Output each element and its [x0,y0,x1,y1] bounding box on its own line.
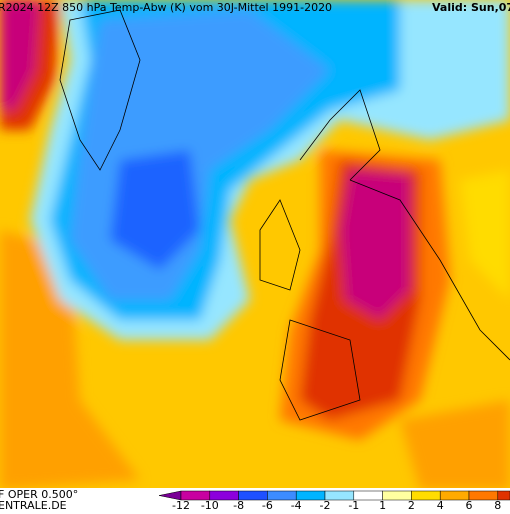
anomaly-field [0,0,510,490]
colorbar-label: -8 [233,499,244,510]
colorbar-label: -12 [172,499,190,510]
colorbar-label: 4 [437,499,444,510]
colorbar-label: -6 [262,499,273,510]
colorbar-label: 1 [379,499,386,510]
header-title: R2024 12Z 850 hPa Temp-Abw (K) vom 30J-M… [0,1,332,14]
footer-site: ENTRALE.DE [0,499,67,510]
colorbar-label: -4 [291,499,302,510]
colorbar-label: -10 [201,499,219,510]
colorbar-label: 8 [494,499,501,510]
colorbar-label: -1 [348,499,359,510]
footer-model: F OPER 0.500° [0,488,78,501]
header-valid: Valid: Sun,07A [432,1,510,14]
colorbar-label: 6 [466,499,473,510]
colorbar-label: -2 [320,499,331,510]
colorbar: -12 -10 -8 -6 -4 -2 -1 1 2 4 6 8 [158,490,510,512]
coastlines [59,9,510,421]
colorbar-label: 2 [408,499,415,510]
